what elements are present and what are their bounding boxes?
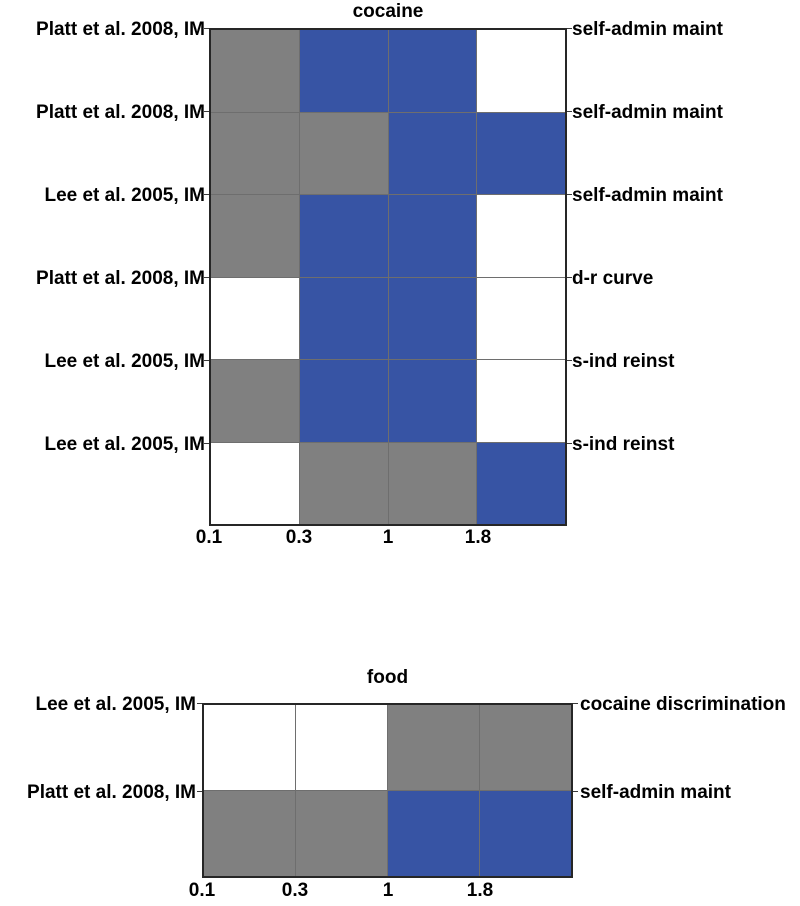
row-left-label: Lee et al. 2005, IM xyxy=(35,694,196,715)
x-tick-label: 1.8 xyxy=(466,880,494,901)
heatmap-grid xyxy=(209,28,567,526)
x-tick-label: 1.8 xyxy=(464,527,492,548)
y-axis-tick-right xyxy=(567,28,572,29)
heatmap-cell-r1c3 xyxy=(388,30,477,112)
y-axis-tick-left xyxy=(204,360,209,361)
heatmap-cell-r2c4 xyxy=(480,791,571,876)
x-tick-label: 1 xyxy=(382,880,394,901)
row-left-label: Lee et al. 2005, IM xyxy=(44,434,205,455)
y-axis-tick-right xyxy=(567,360,572,361)
row-right-label: self-admin maint xyxy=(572,185,723,206)
heatmap-cell-r1c4 xyxy=(480,705,571,790)
heatmap-cell-r1c1 xyxy=(204,705,295,790)
cocaine-panel-title: cocaine xyxy=(352,1,424,22)
row-right-label: self-admin maint xyxy=(572,19,723,40)
heatmap-cell-r2c1 xyxy=(204,791,295,876)
heatmap-cell-r6c2 xyxy=(299,442,388,524)
x-tick-label: 0.1 xyxy=(188,880,216,901)
heatmap-cell-r4c2 xyxy=(299,277,388,359)
heatmap-cell-r1c1 xyxy=(211,30,299,112)
x-tick-label: 0.3 xyxy=(281,880,309,901)
heatmap-cell-r4c4 xyxy=(477,277,565,359)
row-right-label: s-ind reinst xyxy=(572,434,675,455)
heatmap-cell-r1c3 xyxy=(388,705,479,790)
row-right-label: d-r curve xyxy=(572,268,654,289)
row-left-label: Lee et al. 2005, IM xyxy=(44,351,205,372)
heatmap-cell-r6c4 xyxy=(477,442,565,524)
row-left-label: Platt et al. 2008, IM xyxy=(36,19,205,40)
x-tick-label: 1 xyxy=(382,527,394,548)
heatmap-cell-r2c3 xyxy=(388,112,477,194)
row-left-label: Platt et al. 2008, IM xyxy=(36,102,205,123)
y-axis-tick-right xyxy=(567,111,572,112)
heatmap-cell-r2c1 xyxy=(211,112,299,194)
heatmap-cell-r4c1 xyxy=(211,277,299,359)
heatmap-cell-r3c2 xyxy=(299,195,388,277)
row-right-label: s-ind reinst xyxy=(572,351,675,372)
y-axis-tick-left xyxy=(204,443,209,444)
row-right-label: self-admin maint xyxy=(572,102,723,123)
heatmap-cell-r5c1 xyxy=(211,360,299,442)
heatmap-cell-r6c3 xyxy=(388,442,477,524)
y-axis-tick-right xyxy=(567,194,572,195)
x-tick-label: 0.1 xyxy=(195,527,223,548)
y-axis-tick-right xyxy=(573,703,578,704)
y-axis-tick-right xyxy=(567,277,572,278)
heatmap-cell-r1c2 xyxy=(296,705,387,790)
y-axis-tick-left xyxy=(204,194,209,195)
heatmap-cell-r3c1 xyxy=(211,195,299,277)
heatmap-cell-r5c4 xyxy=(477,360,565,442)
y-axis-tick-left xyxy=(204,28,209,29)
y-axis-tick-left xyxy=(197,703,202,704)
heatmap-cell-r1c4 xyxy=(477,30,565,112)
heatmap-grid xyxy=(202,703,573,878)
y-axis-tick-left xyxy=(197,791,202,792)
heatmap-cell-r6c1 xyxy=(211,442,299,524)
y-axis-tick-right xyxy=(567,443,572,444)
heatmap-cell-r5c3 xyxy=(388,360,477,442)
row-right-label: self-admin maint xyxy=(580,782,731,803)
row-left-label: Platt et al. 2008, IM xyxy=(27,782,196,803)
heatmap-cell-r1c2 xyxy=(299,30,388,112)
heatmap-cell-r2c2 xyxy=(299,112,388,194)
row-right-label: cocaine discrimination xyxy=(580,694,786,715)
row-left-label: Lee et al. 2005, IM xyxy=(44,185,205,206)
y-axis-tick-left xyxy=(204,111,209,112)
heatmap-cell-r3c4 xyxy=(477,195,565,277)
food-panel-title: food xyxy=(366,667,409,688)
heatmap-cell-r4c3 xyxy=(388,277,477,359)
heatmap-cell-r3c3 xyxy=(388,195,477,277)
y-axis-tick-left xyxy=(204,277,209,278)
heatmap-cell-r2c3 xyxy=(388,791,479,876)
heatmap-cell-r2c2 xyxy=(296,791,387,876)
heatmap-cell-r2c4 xyxy=(477,112,565,194)
x-tick-label: 0.3 xyxy=(285,527,313,548)
heatmap-cell-r5c2 xyxy=(299,360,388,442)
y-axis-tick-right xyxy=(573,791,578,792)
row-left-label: Platt et al. 2008, IM xyxy=(36,268,205,289)
